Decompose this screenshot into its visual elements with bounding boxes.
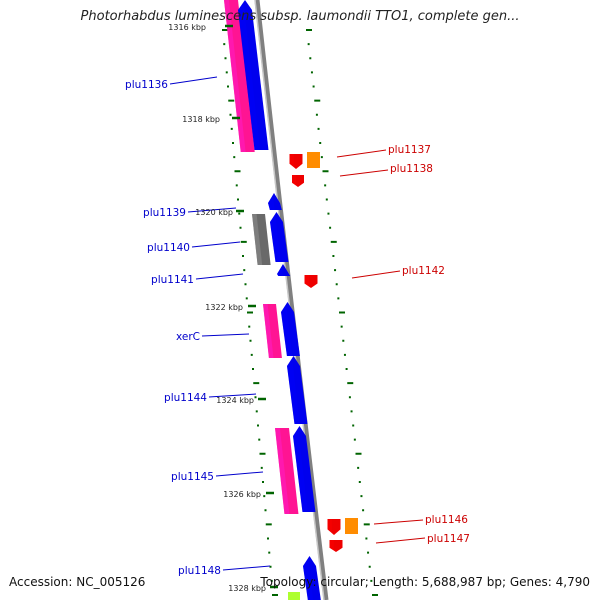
gene-plu1142 [304,275,318,288]
gene-plu1140-blue-highlight [270,215,281,262]
gene-label-leader [222,565,271,571]
gene-label-leader [169,76,218,85]
gene-plu1148-body [303,556,321,600]
gene-plu1141-highlight [277,267,284,276]
gene-plu1146-orange [345,518,358,534]
gene-plu1139-body [268,193,282,210]
gene-plu1138 [292,175,304,187]
gene-plu1138-highlight [292,175,296,186]
gene-label-leader [373,519,424,525]
gene-plu1147 [329,540,343,552]
kbp-tick-label: 1318 kbp [182,115,220,124]
gene-plu1138-body [292,175,304,187]
gene-xerC-magenta [263,304,282,358]
gene-plu1140-gray-highlight [252,214,263,265]
gene-plu1142-highlight [304,275,309,287]
gene-plu1148-highlight [303,559,314,600]
left-tick-track [222,29,278,596]
gene-label-left: plu1140 [147,242,190,254]
gene-plu1146-red-body [327,519,341,535]
kbp-tick-label: 1316 kbp [168,23,206,32]
gene-plu1140-gray [252,214,271,265]
gene-plu1145-blue [293,426,316,512]
gene-plu1147-highlight [329,540,334,551]
gene-plu1144-body [287,356,308,424]
gene-label-leader [215,471,264,477]
gene-plu1142-body [304,275,318,288]
kbp-tick-label: 1326 kbp [223,490,261,499]
gene-plu1145-magenta [275,428,299,514]
gene-plu1146-red [327,519,341,535]
gene-plu1137-red-body [289,154,303,169]
kbp-tick-label: 1324 kbp [216,396,254,405]
gene-label-right: plu1146 [425,514,468,526]
gene-plu1145-blue-body [293,426,316,512]
gene-plu1141 [277,264,291,276]
gene-label-left: xerC [176,331,200,343]
gene-plu1139 [268,193,282,210]
gene-label-leader [351,270,401,279]
gene-label-leader [201,333,250,337]
gene-plu1140-blue [270,212,289,262]
gene-label-left: plu1144 [164,392,207,404]
right-tick-track [306,29,378,596]
gene-label-leader [187,207,237,213]
gene-plu1144-highlight [287,359,300,424]
gene-label-right: plu1137 [388,144,431,156]
gene-plu1146-red-highlight [327,519,332,533]
gene-plu1137-orange [307,152,320,168]
gene-lime-fragment [288,592,300,600]
gene-xerC-magenta-highlight [263,304,274,358]
gene-plu1139-highlight [268,196,275,210]
gene-plu1147-body [329,540,343,552]
gene-plu1145-magenta-highlight [275,428,290,514]
topology-label: Topology: circular; Length: 5,688,987 bp… [260,575,590,589]
accession-label: Accession: NC_005126 [9,575,146,589]
gene-plu1141-body [277,264,291,276]
gene-label-leader [375,537,426,544]
gene-xerC-blue-body [281,302,300,356]
gene-label-right: plu1142 [402,265,445,277]
kbp-tick-label: 1322 kbp [205,303,243,312]
gene-label-left: plu1139 [143,207,186,219]
map-title: Photorhabdus luminescens subsp. laumondi… [80,9,520,24]
gene-label-left: plu1141 [151,274,194,286]
gene-label-left: plu1145 [171,471,214,483]
gene-label-left: plu1148 [178,565,221,577]
gene-label-leader [191,241,241,248]
gene-label-right: plu1138 [390,163,433,175]
gene-label-leader [336,149,387,158]
gene-plu1140-blue-body [270,212,289,262]
gene-label-leader [208,393,257,398]
gene-plu1144 [287,356,308,424]
gene-label-leader [195,273,244,280]
kbp-tick-label: 1328 kbp [228,584,266,593]
gene-plu1148 [303,556,321,600]
backbone-line [254,0,329,601]
gene-plu1136-blue-body [238,0,269,150]
kbp-tick-label: 1320 kbp [195,208,233,217]
gene-plu1137-red [289,154,303,169]
gene-label-leader [339,169,389,177]
gene-plu1136-magenta-highlight [224,0,246,152]
gene-plu1145-blue-highlight [293,429,308,512]
backbone-highlight [254,0,325,601]
gene-xerC-blue-highlight [281,305,293,356]
gene-plu1136-magenta [224,0,255,152]
gene-plu1136-blue-highlight [238,3,261,150]
gene-label-right: plu1147 [427,533,470,545]
gene-xerC-blue [281,302,300,356]
gene-plu1136-blue [238,0,269,150]
gene-plu1137-red-highlight [289,154,294,167]
gene-label-left: plu1136 [125,79,168,91]
